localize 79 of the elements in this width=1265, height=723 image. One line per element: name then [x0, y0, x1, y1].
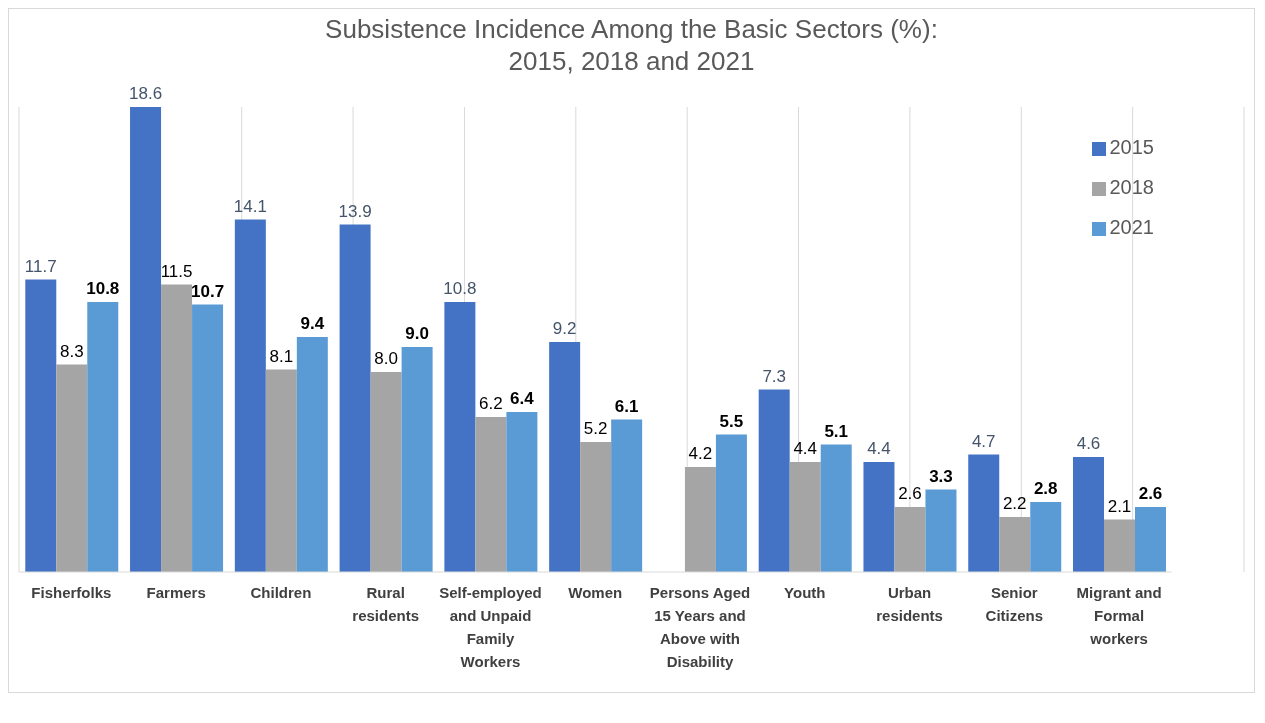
data-label: 11.7 [24, 256, 57, 276]
x-tick-label: Youth [784, 584, 826, 601]
x-tick-label: Migrant and Formal workers [1076, 584, 1162, 647]
data-label: 5.1 [824, 421, 849, 441]
bar [87, 302, 119, 572]
data-label: 2.8 [1033, 479, 1058, 498]
bar [820, 444, 852, 572]
x-tick-label: Urban residents [876, 584, 943, 624]
data-label: 5.2 [583, 419, 608, 438]
bar [1073, 457, 1105, 572]
data-label: 8.0 [374, 349, 398, 368]
data-label: 13.9 [338, 201, 372, 221]
data-label: 9.0 [405, 324, 429, 343]
data-label: 2.1 [1107, 496, 1132, 516]
bar [894, 507, 926, 572]
bar [715, 434, 747, 572]
bar [758, 389, 790, 572]
data-label: 4.4 [793, 439, 818, 458]
x-tick-label: Persons Aged 15 Years and Above with Disability [649, 584, 751, 670]
bar [968, 454, 1000, 572]
data-label: 4.4 [867, 439, 891, 458]
bar [925, 489, 957, 572]
data-label: 4.2 [688, 444, 713, 463]
x-tick-label: Fisherfolks [31, 584, 112, 601]
bar [1104, 519, 1136, 572]
bar [339, 224, 371, 572]
data-label: 11.5 [160, 261, 193, 281]
data-label: 18.6 [129, 84, 163, 103]
data-label: 9.2 [552, 319, 577, 338]
data-label: 7.3 [762, 366, 787, 386]
bar [789, 462, 821, 572]
data-label: 2.2 [1002, 494, 1027, 513]
bar [475, 417, 507, 572]
data-label: 2.6 [898, 484, 922, 503]
x-tick-label: Self-employed and Unpaid Family Workers [439, 584, 542, 670]
bar [296, 337, 328, 572]
bar [1135, 507, 1167, 572]
bar [234, 219, 266, 572]
x-tick-label: Rural residents [352, 584, 420, 624]
bar [161, 284, 193, 572]
x-tick-label: Children [250, 584, 312, 601]
bar [401, 347, 433, 572]
data-label: 3.3 [929, 466, 953, 486]
data-label: 8.1 [269, 346, 294, 366]
bar [130, 107, 162, 572]
bar [370, 372, 402, 572]
data-label: 6.4 [510, 389, 535, 408]
bar [265, 369, 297, 572]
data-label: 5.5 [719, 411, 744, 431]
data-label: 8.3 [59, 341, 84, 361]
legend-label: 2018 [1109, 176, 1154, 198]
data-label: 10.8 [86, 279, 120, 298]
x-tick-label: Women [568, 584, 623, 601]
bar [999, 517, 1031, 572]
x-tick-label: Senior Citizens [985, 584, 1044, 624]
bar [549, 342, 581, 572]
chart-title: Subsistence Incidence Among the Basic Sectors (%): 2015, 2018 and 2021 [324, 13, 939, 77]
bar [684, 467, 716, 572]
data-label: 10.7 [191, 281, 225, 301]
bar [192, 304, 224, 572]
legend-label: 2021 [1109, 216, 1154, 238]
legend-label: 2015 [1109, 136, 1154, 158]
bar [56, 364, 88, 572]
data-label: 4.6 [1076, 434, 1101, 453]
data-label: 9.4 [300, 314, 325, 333]
bar [611, 419, 643, 572]
x-tick-label: Farmers [146, 584, 206, 601]
data-label: 10.8 [443, 279, 477, 298]
data-label: 4.7 [971, 431, 996, 451]
bar [863, 462, 895, 572]
data-label: 6.1 [614, 396, 639, 416]
bar [580, 442, 612, 572]
data-label: 14.1 [233, 196, 267, 216]
bar [1030, 502, 1062, 572]
data-label: 6.2 [479, 394, 503, 413]
bar [444, 302, 476, 572]
bar [506, 412, 538, 572]
data-label: 2.6 [1138, 484, 1163, 503]
bar [25, 279, 57, 572]
